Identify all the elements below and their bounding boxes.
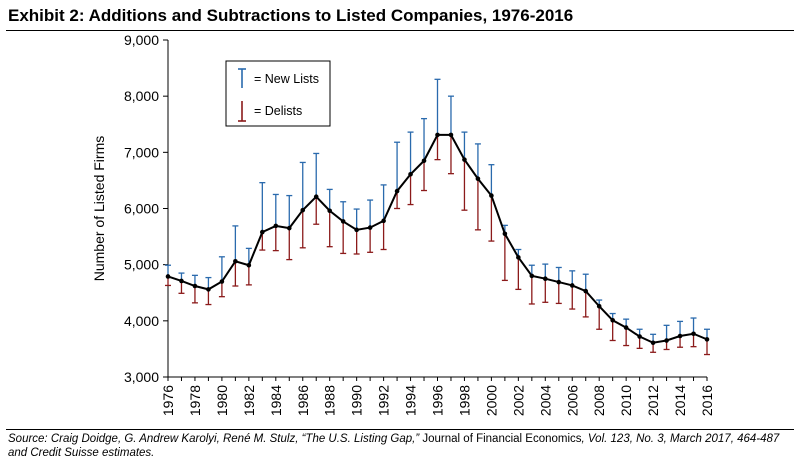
legend-new-lists-label: = New Lists [254,72,319,86]
data-point [192,283,198,289]
y-tick-label: 9,000 [124,32,159,48]
x-tick-label: 2016 [699,385,715,416]
source-note: Source: Craig Doidge, G. Andrew Karolyi,… [8,432,794,460]
range-bars [165,78,710,356]
y-tick-label: 3,000 [124,369,159,385]
x-tick-label: 2004 [537,385,553,416]
listed-firms-line [167,133,708,344]
y-axis-title: Number of Listed Firms [91,136,107,281]
x-tick-label: 1976 [160,385,176,416]
x-tick-label: 1990 [349,385,365,416]
data-point [260,229,265,235]
data-point [543,276,548,282]
data-point [354,227,359,233]
data-point [246,262,252,268]
y-tick-label: 4,000 [124,313,159,329]
x-tick-label: 2000 [483,385,499,416]
data-point [448,132,454,138]
x-tick-label: 1978 [187,385,203,416]
legend: = New Lists = Delists [225,60,331,127]
data-point [408,171,413,177]
data-point [273,223,279,229]
y-tick-label: 6,000 [124,201,159,217]
x-tick-label: 1986 [295,385,311,416]
data-point [340,219,346,224]
x-tick-label: 2012 [645,385,661,416]
data-point [637,334,642,339]
data-point [435,132,440,138]
axes: 3,000 4,000 5,000 6,000 7,000 8,000 9,000 1976 1… [91,32,715,416]
y-tick-label: 7,000 [124,144,159,160]
x-tick-label: 1982 [241,385,257,416]
series-line-layer [165,132,710,346]
x-tick-label: 2010 [618,385,634,416]
data-point [516,255,521,260]
x-tick-label: 2014 [672,385,688,416]
data-point [381,218,386,224]
data-point [691,331,696,337]
x-tick-label: 2008 [591,385,607,416]
data-point [394,188,400,194]
data-point [286,225,292,231]
data-point [421,158,427,164]
legend-box [225,60,331,127]
data-point [623,325,629,330]
x-tick-label: 2006 [564,385,580,416]
data-point [583,288,589,294]
x-tick-label: 2002 [510,385,526,416]
data-point [610,317,615,323]
source-divider [6,429,794,430]
data-point [664,338,669,343]
x-tick-label: 1998 [456,385,472,416]
data-point [165,274,171,279]
x-tick-label: 1996 [430,385,446,416]
source-text: Source: Craig Doidge, G. Andrew Karolyi,… [8,433,420,445]
data-point [327,208,333,214]
chart: 3,000 4,000 5,000 6,000 7,000 8,000 9,000 1976 1… [91,32,715,416]
data-point [367,225,373,230]
x-tick-label: 1988 [322,385,338,416]
data-point [300,207,306,213]
data-point [206,287,211,292]
data-point [313,194,319,200]
x-tick-label: 1980 [214,385,230,416]
data-point [179,278,184,284]
x-tick-label: 1984 [268,385,284,416]
data-point [569,283,575,288]
data-point [502,231,508,237]
legend-delists-label: = Delists [254,104,302,118]
x-tick-label: 1992 [376,385,392,416]
source-journal: Journal of Financial Economics [419,433,582,445]
x-tick-label: 1994 [403,385,419,416]
data-point [596,303,602,309]
data-point [704,337,710,342]
data-point [556,279,562,285]
data-point [233,258,238,264]
data-point [219,279,225,284]
data-point [489,193,494,198]
chart-title: Exhibit 2: Additions and Subtractions to… [8,6,574,25]
y-tick-label: 8,000 [124,88,159,104]
title-divider [6,30,794,31]
data-point [677,333,683,339]
y-tick-label: 5,000 [124,257,159,273]
data-point [462,157,467,162]
data-point [650,340,656,346]
data-point [529,273,535,279]
data-point [475,176,481,182]
source-text-continued: , Vol. 123, No. 3, March 2017, 464-487 a… [8,433,780,459]
